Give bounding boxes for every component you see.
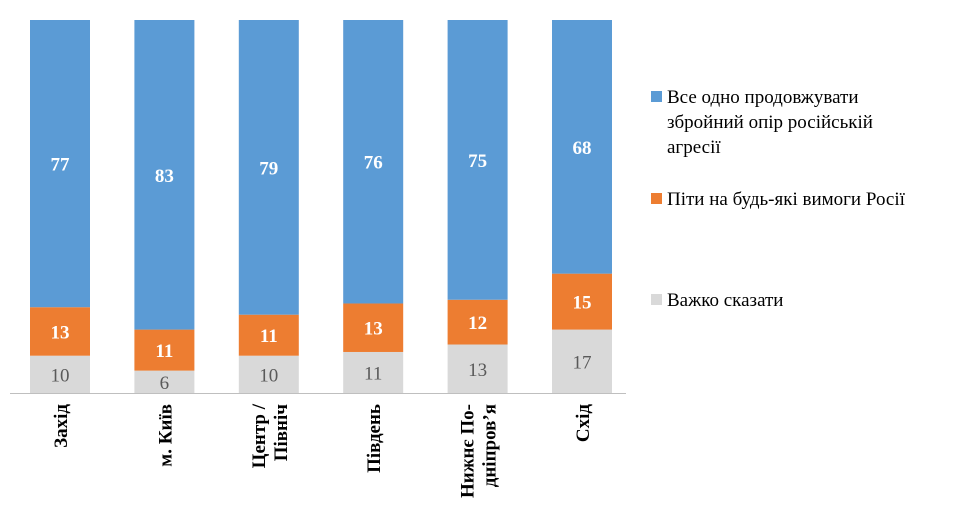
data-label-s2-c4: 13 xyxy=(364,319,383,340)
category-label-5-line-2: дніпров’я xyxy=(480,404,501,487)
bar-segment-s2-c6 xyxy=(552,273,612,330)
data-label-s1-c1: 77 xyxy=(51,155,71,176)
bar-segment-s2-c1 xyxy=(30,307,90,356)
bar-segment-s2-c3 xyxy=(238,314,299,356)
data-label-s3-c3: 10 xyxy=(259,365,278,386)
data-label-s2-c3: 11 xyxy=(260,326,278,347)
data-label-s3-c4: 11 xyxy=(364,363,382,384)
data-label-s2-c1: 13 xyxy=(51,322,70,343)
bar-segment-s3-c3 xyxy=(238,355,299,393)
legend-swatch-3 xyxy=(651,294,662,305)
data-label-s2-c5: 12 xyxy=(468,313,487,334)
category-label-3-line-2: Північ xyxy=(271,404,292,462)
bar-segment-s3-c1 xyxy=(30,355,90,393)
category-label-4: Південь xyxy=(364,404,385,473)
bar-segment-s2-c2 xyxy=(134,329,195,371)
bar-segment-s3-c2 xyxy=(134,370,195,393)
bar-segment-s1-c3 xyxy=(238,20,299,315)
legend: Все одно продовжувати збройний опір росій… xyxy=(651,87,906,311)
legend-label-1-line-2: збройний опір російській xyxy=(667,112,873,133)
bar-segment-s1-c6 xyxy=(552,20,612,274)
data-label-s2-c6: 15 xyxy=(573,293,592,314)
category-label-2: м. Київ xyxy=(155,404,176,467)
legend-label-1-line-1: Все одно продовжувати xyxy=(667,87,859,108)
data-label-s1-c3: 79 xyxy=(259,158,278,179)
legend-swatch-1 xyxy=(651,91,662,102)
category-labels: Захід м. Київ Центр / Північ Південь Нижнє По… xyxy=(51,403,594,498)
category-label-1: Захід xyxy=(51,404,72,448)
bar-segment-s1-c5 xyxy=(447,20,508,300)
bars-group: 10 13 77 6 11 83 10 11 79 11 13 76 13 12 75 17 15 68 xyxy=(30,20,612,394)
legend-label-3: Важко сказати xyxy=(667,290,783,311)
bar-segment-s3-c5 xyxy=(447,344,508,393)
data-label-s3-c1: 10 xyxy=(51,365,70,386)
category-label-6: Схід xyxy=(573,404,594,443)
data-label-s2-c2: 11 xyxy=(155,341,173,362)
data-label-s3-c2: 6 xyxy=(160,373,170,394)
category-label-5-line-1: Нижнє По- xyxy=(458,404,479,498)
data-label-s1-c4: 76 xyxy=(364,153,383,174)
legend-label-1-line-3: агресії xyxy=(667,137,721,158)
bar-segment-s2-c4 xyxy=(343,303,404,352)
category-label-3-line-1: Центр / xyxy=(249,403,270,468)
bar-segment-s3-c4 xyxy=(343,351,404,393)
data-label-s3-c5: 13 xyxy=(468,360,487,381)
bar-segment-s1-c2 xyxy=(134,20,195,330)
data-label-s3-c6: 17 xyxy=(573,352,592,373)
data-label-s1-c5: 75 xyxy=(468,151,487,172)
bar-segment-s1-c4 xyxy=(343,20,404,304)
data-label-s1-c6: 68 xyxy=(573,138,592,159)
data-label-s1-c2: 83 xyxy=(155,166,174,187)
bar-segment-s2-c5 xyxy=(447,299,508,345)
bar-segment-s3-c6 xyxy=(552,329,612,393)
bar-segment-s1-c1 xyxy=(30,20,90,308)
legend-label-2: Піти на будь-які вимоги Росії xyxy=(667,189,906,210)
legend-swatch-2 xyxy=(651,193,662,204)
